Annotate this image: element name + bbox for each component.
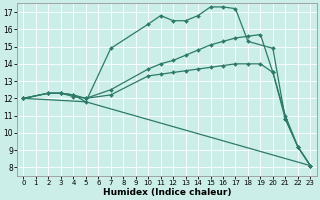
X-axis label: Humidex (Indice chaleur): Humidex (Indice chaleur) bbox=[103, 188, 231, 197]
